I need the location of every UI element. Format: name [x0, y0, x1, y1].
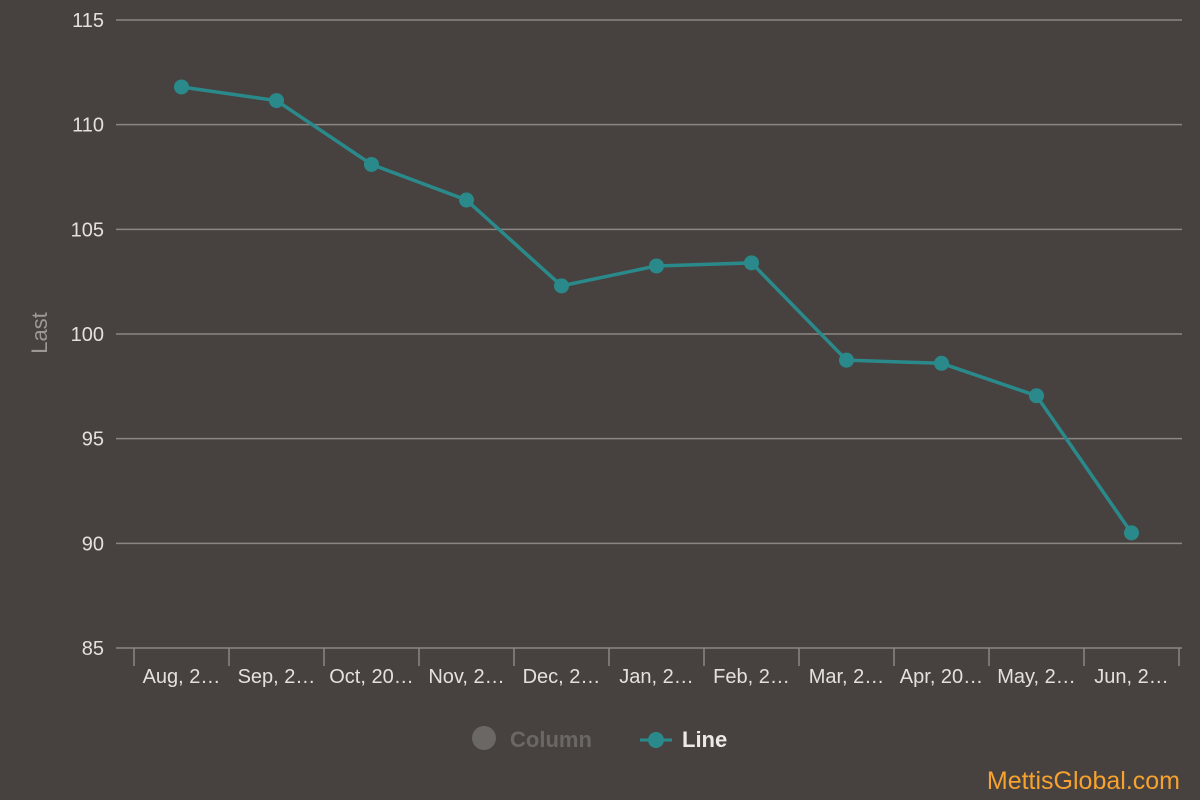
y-tick-label: 85 [82, 638, 104, 660]
watermark: MettisGlobal.com [987, 767, 1180, 795]
y-axis-ticks: 115 110 105 100 95 90 85 [71, 10, 104, 660]
x-tick-label: Jan, 2… [619, 666, 693, 688]
x-tick-label: Mar, 2… [809, 666, 885, 688]
legend-label-column: Column [510, 727, 592, 752]
x-tick-label: Nov, 2… [428, 666, 504, 688]
y-tick-label: 90 [82, 533, 104, 555]
data-point[interactable] [269, 93, 284, 109]
data-point[interactable] [744, 255, 759, 271]
data-point[interactable] [649, 258, 664, 274]
y-tick-label: 115 [72, 10, 104, 32]
y-tick-label: 110 [72, 115, 104, 137]
data-point[interactable] [364, 156, 379, 172]
data-point[interactable] [934, 355, 949, 371]
gridlines [116, 19, 1182, 545]
x-tick-label: Feb, 2… [713, 666, 790, 688]
x-tick-label: Apr, 20… [900, 666, 983, 688]
x-tick-label: Dec, 2… [523, 666, 601, 688]
data-point[interactable] [1124, 525, 1139, 541]
x-tick-label: Oct, 20… [329, 666, 413, 688]
y-tick-label: 105 [71, 219, 104, 241]
y-tick-label: 95 [82, 429, 104, 451]
x-tick-label: Jun, 2… [1094, 666, 1168, 688]
legend-label-line: Line [682, 727, 727, 752]
circle-icon [472, 726, 496, 750]
series-line [181, 85, 1133, 534]
series-layer [174, 79, 1139, 541]
data-point[interactable] [554, 278, 569, 294]
y-tick-label: 100 [71, 324, 104, 346]
line-marker-icon [640, 732, 672, 748]
legend-item-column[interactable]: Column [472, 726, 592, 752]
x-tick-label: May, 2… [997, 666, 1076, 688]
x-axis: Aug, 2… Sep, 2… Oct, 20… Nov, 2… Dec, 2… Jan,… [116, 647, 1182, 688]
data-point[interactable] [1029, 388, 1044, 404]
y-axis-title: Last [27, 312, 52, 354]
data-point[interactable] [174, 79, 189, 95]
data-point[interactable] [459, 192, 474, 208]
legend-item-line[interactable]: Line [640, 727, 727, 752]
data-point[interactable] [839, 352, 854, 368]
x-tick-label: Sep, 2… [238, 666, 316, 688]
x-tick-label: Aug, 2… [143, 666, 221, 688]
legend: Column Line [472, 726, 727, 752]
